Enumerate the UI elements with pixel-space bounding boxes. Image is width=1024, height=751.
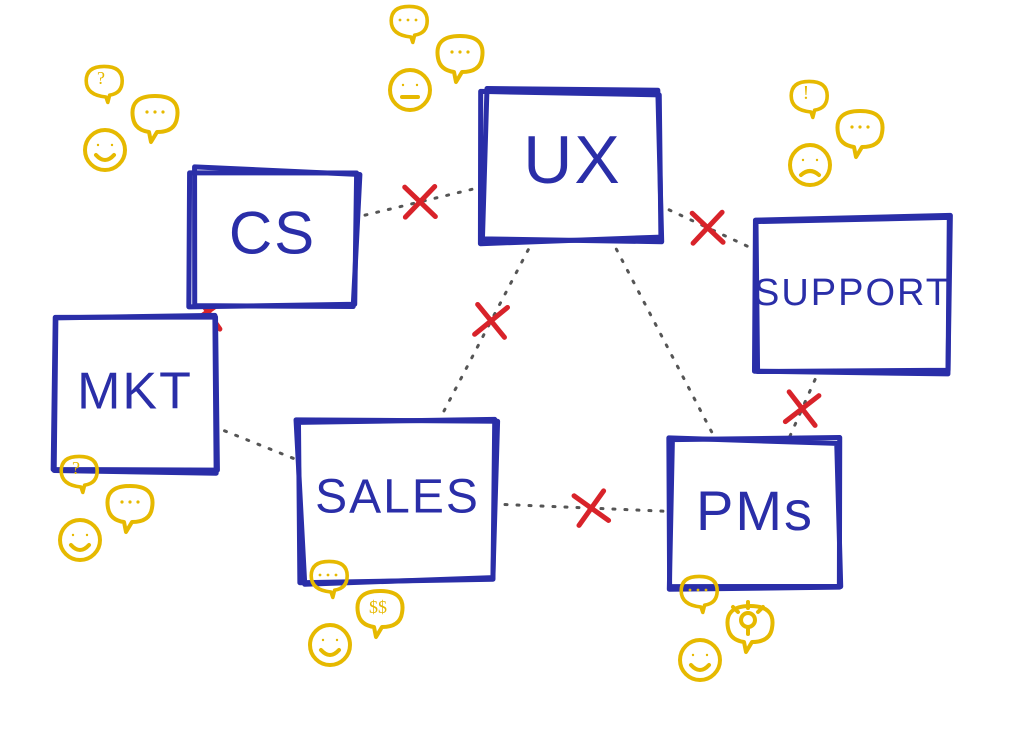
svg-text:!: !: [803, 82, 810, 104]
team-silo-diagram: CS UX SUPPORT MKT SALES PMs ?!? $$: [0, 0, 1024, 751]
doodle-idea: [680, 576, 773, 680]
cross-sales-ux: [475, 304, 508, 337]
node-sales-label: SALES: [315, 471, 480, 524]
edge-ux-pms: [611, 239, 717, 442]
node-ux: UX: [480, 89, 661, 244]
node-support: SUPPORT: [754, 215, 951, 373]
node-support-label: SUPPORT: [754, 272, 951, 314]
cross-cs-ux: [405, 187, 436, 218]
node-pms-label: PMs: [696, 479, 814, 542]
doodle-happy: ?: [85, 66, 178, 170]
node-cs-label: CS: [229, 199, 316, 266]
node-cs: CS: [189, 167, 360, 307]
edge-sales-pms: [493, 504, 672, 511]
svg-text:?: ?: [97, 68, 105, 88]
nodes-layer: CS UX SUPPORT MKT SALES PMs: [53, 89, 951, 590]
node-mkt: MKT: [53, 315, 217, 473]
svg-text:?: ?: [72, 458, 80, 478]
node-ux-label: UX: [523, 122, 621, 198]
doodle-sad: !: [790, 81, 883, 185]
node-mkt-label: MKT: [77, 363, 193, 421]
edge-sales-ux: [438, 239, 534, 422]
svg-text:$$: $$: [369, 597, 387, 617]
edge-mkt-sales: [213, 426, 302, 461]
node-sales: SALES: [296, 419, 498, 584]
node-pms: PMs: [669, 438, 841, 590]
doodle-neutral: [390, 6, 483, 110]
cross-support-pms: [785, 392, 819, 426]
cross-ux-support: [692, 212, 723, 243]
